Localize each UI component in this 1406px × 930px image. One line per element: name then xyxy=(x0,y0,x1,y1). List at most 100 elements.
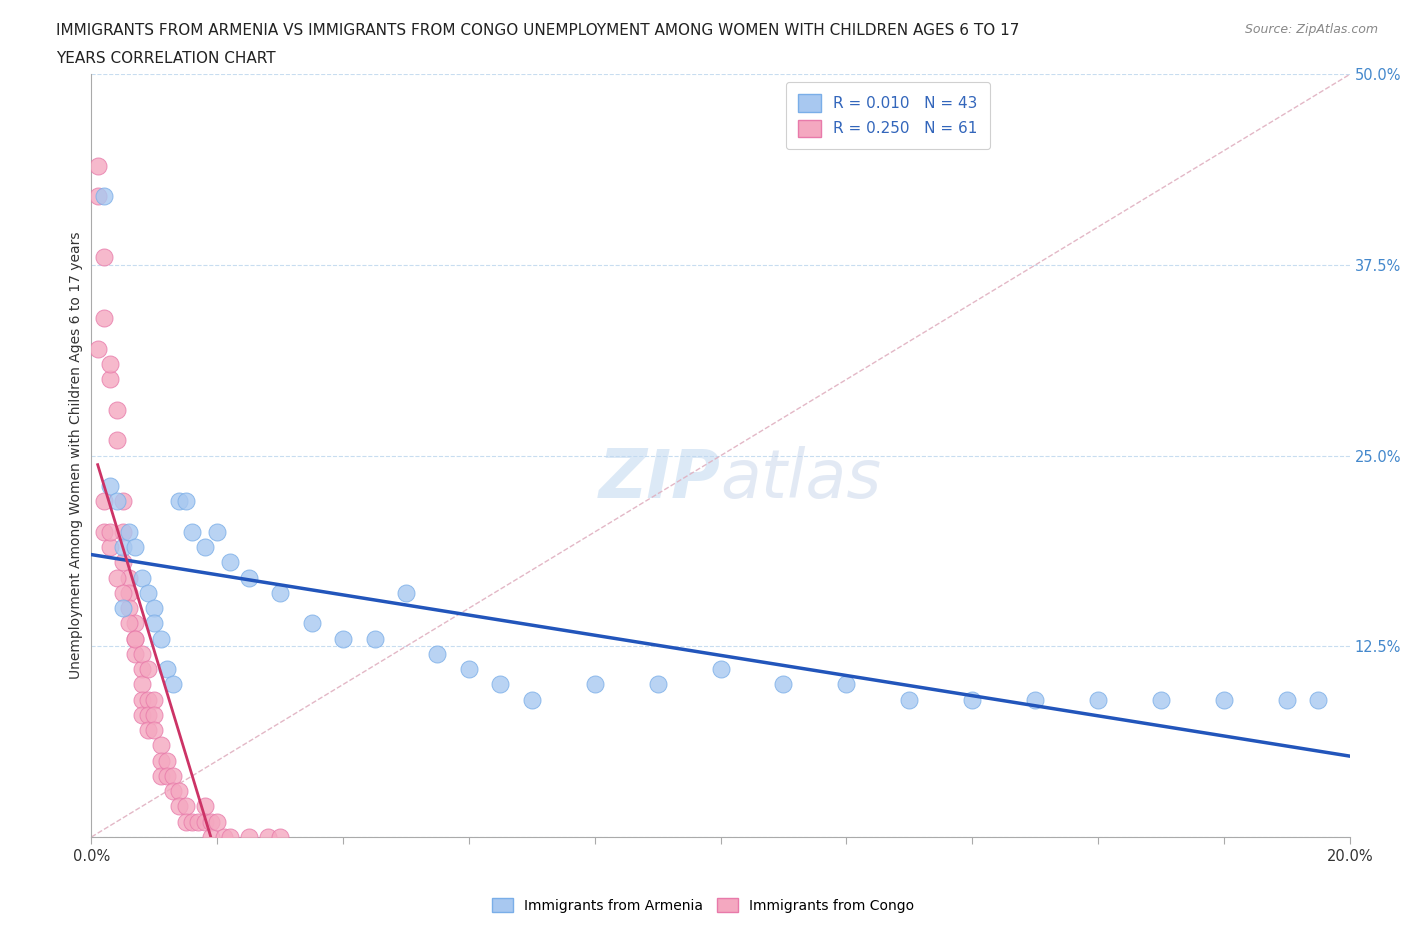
Point xyxy=(194,539,217,554)
Point xyxy=(143,601,166,616)
Point xyxy=(162,768,184,783)
Point xyxy=(93,311,115,325)
Point xyxy=(93,494,115,509)
Point xyxy=(709,662,731,677)
Point xyxy=(205,815,228,830)
Legend: R = 0.010   N = 43, R = 0.250   N = 61: R = 0.010 N = 43, R = 0.250 N = 61 xyxy=(786,82,990,150)
Point xyxy=(98,479,121,494)
Point xyxy=(200,830,222,844)
Point xyxy=(1087,692,1109,707)
Point xyxy=(118,586,141,601)
Point xyxy=(136,662,159,677)
Point xyxy=(124,646,146,661)
Point xyxy=(131,677,153,692)
Point xyxy=(136,692,159,707)
Point xyxy=(136,586,159,601)
Text: atlas: atlas xyxy=(720,445,882,512)
Point xyxy=(111,555,134,570)
Point xyxy=(149,753,172,768)
Point xyxy=(149,768,172,783)
Point xyxy=(111,539,134,554)
Point xyxy=(1024,692,1046,707)
Point xyxy=(124,616,146,631)
Point xyxy=(200,815,222,830)
Point xyxy=(131,662,153,677)
Point xyxy=(395,586,418,601)
Point xyxy=(1150,692,1173,707)
Point xyxy=(86,189,108,204)
Point xyxy=(181,525,204,539)
Point xyxy=(772,677,794,692)
Point xyxy=(111,586,134,601)
Point xyxy=(169,494,191,509)
Point xyxy=(218,555,240,570)
Text: YEARS CORRELATION CHART: YEARS CORRELATION CHART xyxy=(56,51,276,66)
Point xyxy=(118,525,141,539)
Point xyxy=(1308,692,1330,707)
Point xyxy=(583,677,606,692)
Point xyxy=(332,631,354,646)
Point xyxy=(98,357,121,372)
Text: Source: ZipAtlas.com: Source: ZipAtlas.com xyxy=(1244,23,1378,36)
Text: IMMIGRANTS FROM ARMENIA VS IMMIGRANTS FROM CONGO UNEMPLOYMENT AMONG WOMEN WITH C: IMMIGRANTS FROM ARMENIA VS IMMIGRANTS FR… xyxy=(56,23,1019,38)
Point xyxy=(118,570,141,585)
Point xyxy=(111,525,134,539)
Point xyxy=(143,616,166,631)
Point xyxy=(174,815,197,830)
Point xyxy=(124,631,146,646)
Point xyxy=(181,815,204,830)
Point xyxy=(194,815,217,830)
Legend: Immigrants from Armenia, Immigrants from Congo: Immigrants from Armenia, Immigrants from… xyxy=(486,893,920,919)
Point xyxy=(156,662,179,677)
Point xyxy=(136,723,159,737)
Point xyxy=(98,539,121,554)
Point xyxy=(86,158,108,173)
Point xyxy=(131,708,153,723)
Point xyxy=(136,708,159,723)
Point xyxy=(105,403,128,418)
Point xyxy=(457,662,479,677)
Y-axis label: Unemployment Among Women with Children Ages 6 to 17 years: Unemployment Among Women with Children A… xyxy=(69,232,83,680)
Point xyxy=(143,692,166,707)
Point xyxy=(194,799,217,814)
Point xyxy=(111,601,134,616)
Point xyxy=(489,677,512,692)
Point xyxy=(835,677,858,692)
Point xyxy=(98,372,121,387)
Point xyxy=(162,784,184,799)
Point xyxy=(520,692,543,707)
Point xyxy=(269,830,291,844)
Point xyxy=(124,631,146,646)
Point xyxy=(174,494,197,509)
Point xyxy=(187,815,209,830)
Point xyxy=(162,677,184,692)
Point xyxy=(93,189,115,204)
Point xyxy=(98,525,121,539)
Point xyxy=(363,631,385,646)
Point xyxy=(93,525,115,539)
Point xyxy=(212,830,235,844)
Point xyxy=(962,692,984,707)
Point xyxy=(149,738,172,753)
Point xyxy=(269,586,291,601)
Point xyxy=(143,723,166,737)
Point xyxy=(1212,692,1236,707)
Point xyxy=(238,570,260,585)
Point xyxy=(156,753,179,768)
Point xyxy=(86,341,108,356)
Point xyxy=(647,677,669,692)
Point xyxy=(174,799,197,814)
Point xyxy=(301,616,323,631)
Point xyxy=(898,692,921,707)
Point xyxy=(105,433,128,448)
Point xyxy=(169,799,191,814)
Point xyxy=(426,646,449,661)
Point xyxy=(111,494,134,509)
Point xyxy=(1275,692,1298,707)
Point xyxy=(205,525,228,539)
Point xyxy=(131,570,153,585)
Point xyxy=(131,692,153,707)
Point xyxy=(149,631,172,646)
Point xyxy=(118,601,141,616)
Point xyxy=(256,830,278,844)
